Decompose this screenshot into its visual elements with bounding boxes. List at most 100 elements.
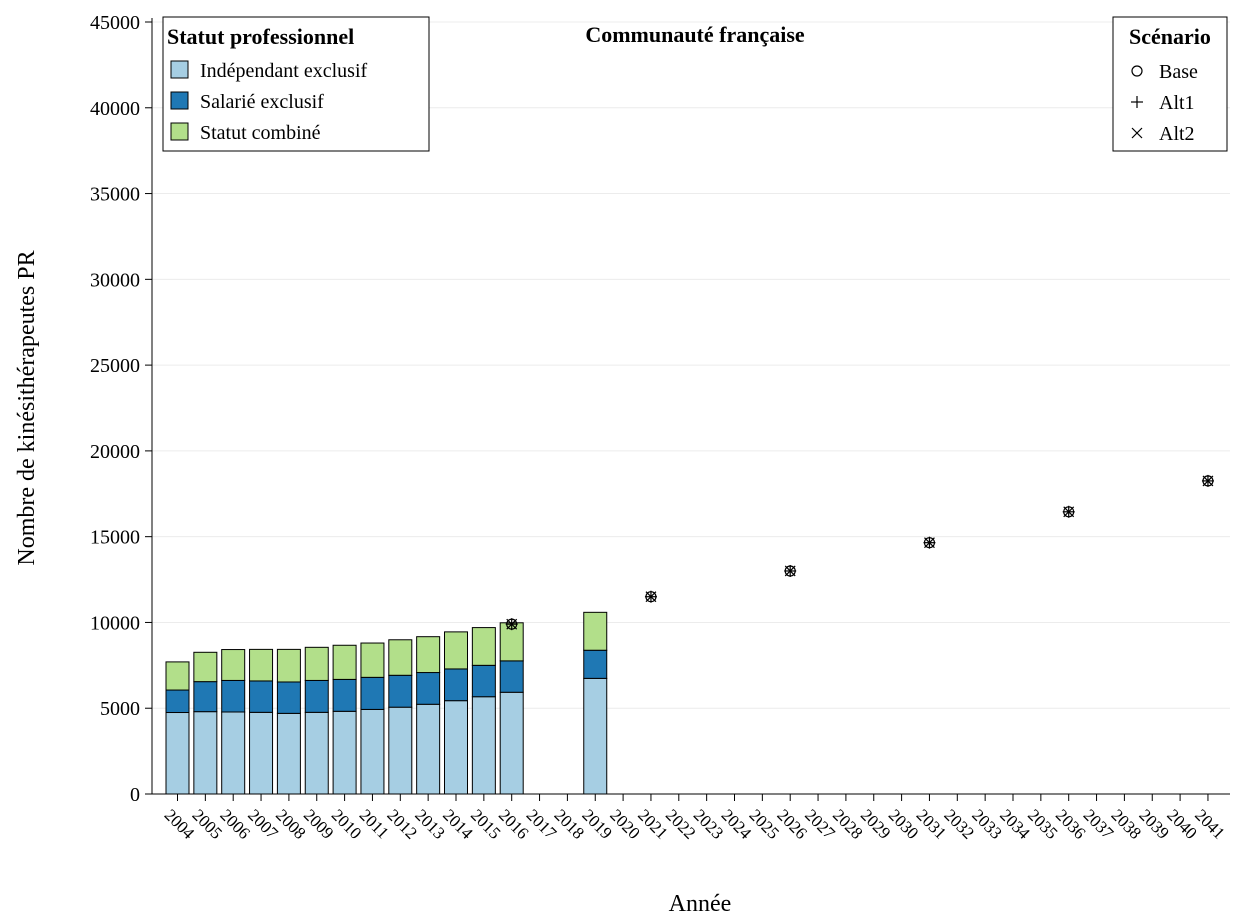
bar-segment: [332, 678, 357, 712]
bar-segment: [165, 661, 190, 691]
legend-swatch: [170, 91, 189, 110]
y-tick-label: 10000: [90, 612, 140, 634]
bar-segment: [332, 644, 357, 680]
bar-segment: [471, 664, 496, 698]
bar-segment: [360, 642, 385, 678]
bar-segment: [444, 700, 468, 795]
legend-status-title: Statut professionnel: [167, 24, 354, 49]
bar-segment: [360, 676, 385, 710]
bar-segment: [416, 672, 441, 705]
legend-scenario-marker: [1131, 127, 1143, 139]
x-axis-title: Année: [669, 891, 732, 917]
bar-segment: [444, 668, 468, 702]
bar-segment: [221, 711, 246, 795]
y-tick-label: 35000: [90, 184, 140, 206]
x-tick-label: 2030: [885, 805, 922, 842]
bar-segment: [388, 674, 413, 708]
y-tick-label: 20000: [90, 441, 140, 463]
bar-segment: [499, 660, 524, 693]
legend-swatch: [170, 60, 189, 79]
x-tick-label: 2013: [411, 805, 448, 842]
bar-segment: [332, 710, 357, 795]
bar-segment: [444, 631, 468, 670]
bar-segment: [360, 708, 385, 795]
scenario-point-alt2: [506, 618, 518, 630]
x-tick-label: 2024: [718, 805, 756, 843]
bar-segment: [165, 689, 190, 714]
x-tick-label: 2027: [801, 805, 839, 843]
y-tick-label: 40000: [90, 98, 140, 120]
y-tick-label: 5000: [100, 698, 140, 720]
x-tick-label: 2014: [439, 805, 477, 843]
bar-segment: [249, 680, 274, 713]
x-tick-label: 2032: [940, 805, 977, 842]
y-tick-label: 45000: [90, 12, 140, 34]
bar-segment: [193, 681, 218, 713]
x-tick-label: 2038: [1108, 805, 1145, 842]
legend-status-label: Indépendant exclusif: [200, 60, 367, 82]
x-tick-label: 2039: [1135, 805, 1172, 842]
bar-segment: [304, 679, 329, 713]
x-tick-label: 2034: [996, 805, 1034, 843]
x-tick-label: 2029: [857, 805, 894, 842]
legend-scenario-label: Alt1: [1159, 92, 1195, 114]
bar-segment: [249, 648, 274, 682]
bar-segment: [416, 636, 441, 674]
x-tick-label: 2033: [968, 805, 1005, 842]
x-tick-label: 2036: [1052, 805, 1089, 842]
x-tick-label: 2009: [300, 805, 337, 842]
legend-status-box: [162, 16, 430, 152]
bar-segment: [304, 711, 329, 795]
x-tick-label: 2010: [328, 805, 365, 842]
bar-segment: [583, 611, 608, 651]
bar-segment: [304, 646, 329, 681]
x-tick-label: 2031: [913, 805, 950, 842]
x-tick-label: 2017: [523, 805, 561, 843]
scenario-point-alt2: [645, 591, 657, 603]
scenario-point-alt2: [1202, 475, 1214, 487]
x-tick-label: 2008: [272, 805, 309, 842]
x-tick-label: 2040: [1163, 805, 1200, 842]
x-tick-label: 2016: [495, 805, 532, 842]
bar-segment: [276, 681, 301, 714]
x-tick-label: 2004: [161, 805, 199, 843]
legend-scenario-label: Base: [1159, 61, 1198, 83]
bar-segment: [583, 649, 608, 679]
bar-segment: [276, 712, 301, 795]
legend-status-label: Statut combiné: [200, 122, 321, 144]
legend-status: Statut professionnel Indépendant exclusi…: [162, 16, 430, 152]
x-tick-label: 2026: [773, 805, 810, 842]
x-tick-label: 2025: [746, 805, 783, 842]
x-tick-label: 2019: [578, 805, 615, 842]
bar-segment: [416, 703, 441, 795]
legend-scenario-marker: [1131, 96, 1143, 108]
bar-segment: [388, 639, 413, 676]
bar-segment: [221, 679, 246, 713]
bar-segment: [249, 711, 274, 795]
scenario-point-alt2: [1063, 506, 1075, 518]
y-tick-label: 15000: [90, 527, 140, 549]
x-tick-label: 2005: [189, 805, 226, 842]
bar-segment: [388, 706, 413, 795]
scenario-point-alt2: [924, 537, 935, 549]
x-tick-label: 2041: [1191, 805, 1228, 842]
x-tick-label: 2020: [606, 805, 643, 842]
x-tick-label: 2012: [383, 805, 420, 842]
x-tick-label: 2023: [690, 805, 727, 842]
bar-segment: [276, 648, 301, 683]
chart-title: Communauté française: [585, 22, 805, 47]
gridlines: [152, 21, 1230, 709]
y-tick-label: 30000: [90, 269, 140, 291]
legend-status-label: Salarié exclusif: [200, 91, 324, 113]
bar-segment: [193, 651, 218, 683]
y-tick-label: 25000: [90, 355, 140, 377]
y-axis-title: Nombre de kinésithérapeutes PR: [14, 250, 40, 565]
legend-scenario-title: Scénario: [1129, 24, 1211, 49]
bar-segment: [165, 712, 190, 795]
x-tick-label: 2021: [634, 805, 671, 842]
bar-segment: [583, 677, 608, 795]
x-tick-label: 2037: [1080, 805, 1118, 843]
bar-segment: [193, 711, 218, 795]
x-tick-label: 2011: [356, 805, 393, 842]
bar-segment: [499, 691, 524, 795]
